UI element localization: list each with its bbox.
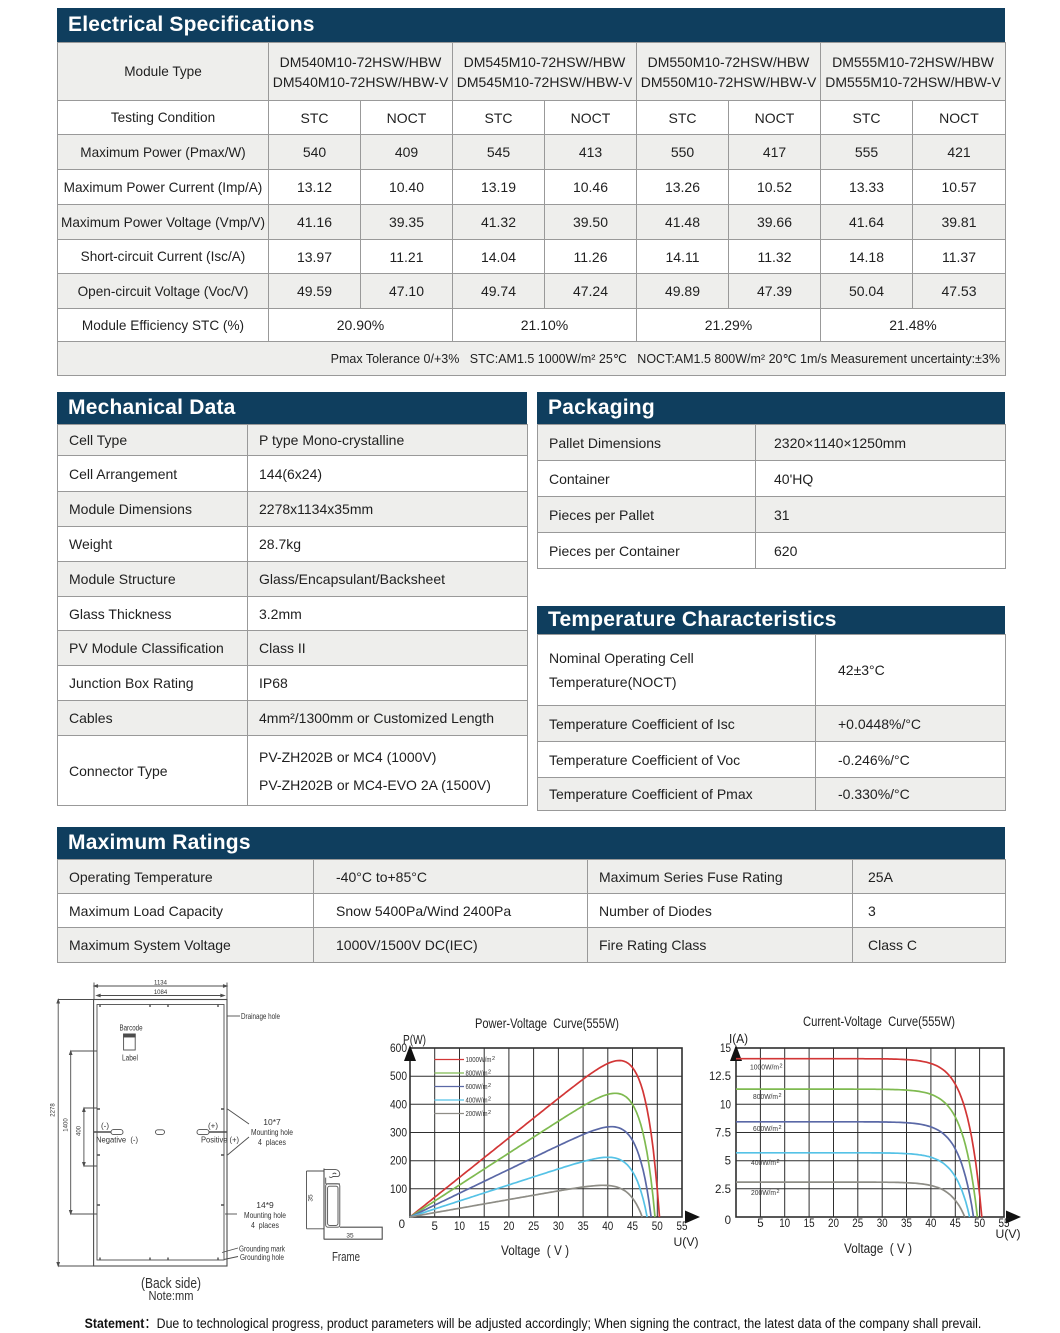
svg-text:Power-Voltage Curve(555W): Power-Voltage Curve(555W) — [475, 1016, 619, 1031]
svg-text:2: 2 — [488, 1110, 491, 1116]
svg-text:Mounting hole: Mounting hole — [244, 1210, 286, 1220]
svg-text:I(A): I(A) — [729, 1032, 748, 1046]
svg-text:30: 30 — [553, 1221, 564, 1233]
svg-text:U(V): U(V) — [674, 1237, 699, 1249]
svg-text:2: 2 — [777, 1159, 780, 1165]
svg-text:600W/m: 600W/m — [753, 1124, 778, 1133]
svg-text:200W/m: 200W/m — [466, 1109, 488, 1118]
svg-text:2: 2 — [779, 1125, 782, 1131]
svg-text:7.5: 7.5 — [715, 1128, 731, 1140]
svg-text:2: 2 — [492, 1056, 495, 1062]
svg-text:800W/m: 800W/m — [466, 1069, 488, 1078]
svg-text:(-): (-) — [101, 1122, 109, 1131]
svg-text:10: 10 — [720, 1099, 731, 1111]
svg-text:2.5: 2.5 — [715, 1184, 731, 1196]
svg-text:30: 30 — [877, 1218, 888, 1230]
svg-text:1000W/m: 1000W/m — [750, 1063, 779, 1072]
svg-text:400W/m: 400W/m — [751, 1158, 776, 1167]
svg-text:Drainage hole: Drainage hole — [241, 1011, 280, 1021]
svg-text:2: 2 — [488, 1083, 491, 1089]
svg-text:4 places: 4 places — [258, 1137, 286, 1147]
svg-text:800W/m: 800W/m — [753, 1092, 778, 1101]
svg-text:1084: 1084 — [154, 990, 168, 996]
svg-text:14*9: 14*9 — [256, 1200, 274, 1210]
svg-text:1000W/m: 1000W/m — [466, 1055, 492, 1064]
svg-text:200: 200 — [390, 1156, 407, 1168]
svg-text:35: 35 — [578, 1221, 589, 1233]
svg-text:500: 500 — [390, 1071, 407, 1083]
svg-text:600W/m: 600W/m — [466, 1082, 488, 1091]
svg-text:600: 600 — [390, 1043, 407, 1055]
svg-text:2: 2 — [488, 1097, 491, 1103]
svg-text:55: 55 — [999, 1218, 1010, 1230]
svg-text:400W/m: 400W/m — [466, 1096, 488, 1105]
svg-text:15: 15 — [804, 1218, 815, 1230]
svg-text:35: 35 — [346, 1233, 354, 1240]
svg-text:45: 45 — [627, 1221, 638, 1233]
svg-text:2: 2 — [777, 1189, 780, 1195]
svg-text:100: 100 — [390, 1184, 407, 1196]
svg-text:0: 0 — [725, 1215, 731, 1227]
svg-text:5: 5 — [725, 1156, 731, 1168]
svg-text:45: 45 — [950, 1218, 961, 1230]
svg-text:Mounting hole: Mounting hole — [251, 1127, 293, 1137]
svg-text:50: 50 — [652, 1221, 663, 1233]
svg-text:25: 25 — [528, 1221, 539, 1233]
svg-text:35: 35 — [901, 1218, 912, 1230]
svg-text:1134: 1134 — [154, 981, 168, 987]
svg-text:20: 20 — [828, 1218, 839, 1230]
svg-text:35: 35 — [308, 1194, 315, 1202]
svg-text:400: 400 — [77, 1125, 83, 1136]
svg-text:200W/m: 200W/m — [751, 1188, 776, 1197]
svg-text:20: 20 — [503, 1221, 514, 1233]
svg-text:Label: Label — [122, 1054, 138, 1063]
svg-text:10: 10 — [779, 1218, 790, 1230]
svg-text:P(W): P(W) — [403, 1033, 426, 1047]
svg-text:4 places: 4 places — [251, 1220, 279, 1230]
svg-text:0: 0 — [399, 1219, 405, 1231]
svg-text:25: 25 — [852, 1218, 863, 1230]
svg-text:Negative (-): Negative (-) — [96, 1136, 138, 1145]
svg-text:Voltage ( V ): Voltage ( V ) — [501, 1243, 569, 1258]
svg-text:Current-Voltage Curve(555W): Current-Voltage Curve(555W) — [803, 1014, 955, 1029]
svg-text:300: 300 — [390, 1128, 407, 1140]
svg-text:5: 5 — [757, 1218, 763, 1230]
svg-text:1400: 1400 — [64, 1118, 70, 1132]
svg-text:2: 2 — [779, 1093, 782, 1099]
svg-text:5: 5 — [431, 1221, 437, 1233]
svg-text:2: 2 — [488, 1070, 491, 1076]
svg-text:10*7: 10*7 — [263, 1117, 281, 1127]
svg-text:Positive (+): Positive (+) — [201, 1136, 239, 1145]
svg-text:15: 15 — [720, 1043, 731, 1055]
svg-text:50: 50 — [974, 1218, 985, 1230]
svg-text:Frame: Frame — [332, 1250, 360, 1264]
svg-text:Grounding hole: Grounding hole — [240, 1252, 284, 1262]
svg-text:Grounding mark: Grounding mark — [239, 1244, 286, 1254]
svg-text:40: 40 — [925, 1218, 936, 1230]
svg-text:40: 40 — [602, 1221, 613, 1233]
svg-text:55: 55 — [677, 1221, 688, 1233]
svg-text:400: 400 — [390, 1099, 407, 1111]
svg-text:10: 10 — [454, 1221, 465, 1233]
svg-text:U(V): U(V) — [996, 1229, 1021, 1241]
svg-text:Barcode: Barcode — [120, 1024, 143, 1033]
svg-text:(Back side): (Back side) — [141, 1276, 201, 1292]
svg-text:2278: 2278 — [51, 1103, 57, 1117]
svg-text:(+): (+) — [208, 1122, 218, 1131]
svg-text:12.5: 12.5 — [709, 1071, 731, 1083]
svg-text:2: 2 — [780, 1064, 783, 1070]
svg-text:Voltage ( V ): Voltage ( V ) — [844, 1241, 912, 1256]
svg-text:15: 15 — [479, 1221, 490, 1233]
svg-text:Note:mm: Note:mm — [149, 1289, 194, 1303]
